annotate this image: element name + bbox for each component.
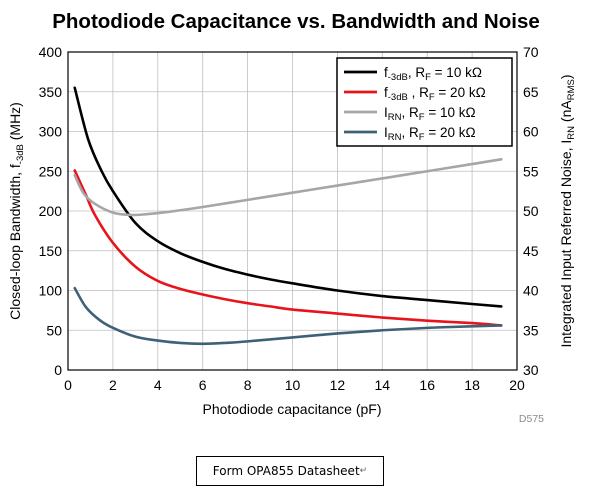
x-axis-label: Photodiode capacitance (pF) bbox=[203, 401, 382, 417]
x-tick-label: 20 bbox=[509, 377, 525, 393]
x-tick-label: 18 bbox=[464, 377, 480, 393]
legend-label-1: f-3dB, RF = 10 kΩ bbox=[384, 65, 482, 83]
figure-code: D575 bbox=[519, 413, 544, 425]
y-tick-label-left: 200 bbox=[39, 203, 63, 219]
y-axis-label-right: Integrated Input Referred Noise, IRN (nA… bbox=[558, 74, 577, 347]
y-tick-label-left: 0 bbox=[54, 362, 62, 378]
y-tick-label-right: 30 bbox=[523, 362, 539, 378]
chart-title: Photodiode Capacitance vs. Bandwidth and… bbox=[52, 10, 540, 33]
y-tick-label-right: 45 bbox=[523, 243, 539, 259]
y-tick-label-right: 50 bbox=[523, 203, 539, 219]
y-tick-label-right: 55 bbox=[523, 163, 539, 179]
x-tick-label: 8 bbox=[244, 377, 252, 393]
y-tick-label-left: 350 bbox=[39, 84, 63, 100]
y-tick-label-right: 35 bbox=[523, 322, 539, 338]
y-tick-label-right: 65 bbox=[523, 84, 539, 100]
x-tick-label: 4 bbox=[154, 377, 162, 393]
x-tick-label: 2 bbox=[109, 377, 117, 393]
series-line-2 bbox=[73, 169, 503, 327]
y-tick-label-left: 400 bbox=[39, 44, 63, 60]
y-tick-label-left: 50 bbox=[46, 322, 62, 338]
y-tick-label-left: 100 bbox=[39, 283, 63, 299]
y-tick-label-right: 60 bbox=[523, 124, 539, 140]
y-tick-label-left: 250 bbox=[39, 163, 63, 179]
legend-label-4: IRN, RF = 20 kΩ bbox=[384, 125, 476, 143]
series-line-3 bbox=[73, 158, 503, 217]
caption-box: Form OPA855 Datasheet ↵ bbox=[196, 456, 384, 486]
y-axis-label-left: Closed-loop Bandwidth, f-3dB (MHz) bbox=[7, 102, 26, 320]
series-layer bbox=[73, 86, 503, 346]
return-mark: ↵ bbox=[359, 466, 368, 476]
y-tick-label-right: 40 bbox=[523, 283, 539, 299]
x-tick-label: 12 bbox=[330, 377, 346, 393]
plot-frame bbox=[67, 51, 518, 371]
caption-text: Form OPA855 Datasheet bbox=[212, 464, 360, 478]
y-tick-label-left: 150 bbox=[39, 243, 63, 259]
legend-label-3: IRN, RF = 10 kΩ bbox=[384, 105, 476, 123]
x-tick-label: 6 bbox=[199, 377, 207, 393]
x-tick-label: 14 bbox=[375, 377, 391, 393]
y-tick-label-right: 70 bbox=[523, 44, 539, 60]
legend-label-2: f-3dB , RF = 20 kΩ bbox=[384, 85, 486, 103]
series-line-4 bbox=[73, 286, 503, 346]
x-tick-label: 10 bbox=[285, 377, 301, 393]
axis-ticks: 0 2 4 6 8 10 12 14 16 18 2005010015020025030035040… bbox=[39, 44, 539, 393]
y-tick-label-left: 300 bbox=[39, 124, 63, 140]
x-tick-label: 16 bbox=[419, 377, 435, 393]
x-tick-label: 0 bbox=[64, 377, 72, 393]
series-line-1 bbox=[73, 86, 503, 308]
legend: f-3dB, RF = 10 kΩ f-3dB , RF = 20 kΩ IRN, … bbox=[336, 57, 513, 147]
